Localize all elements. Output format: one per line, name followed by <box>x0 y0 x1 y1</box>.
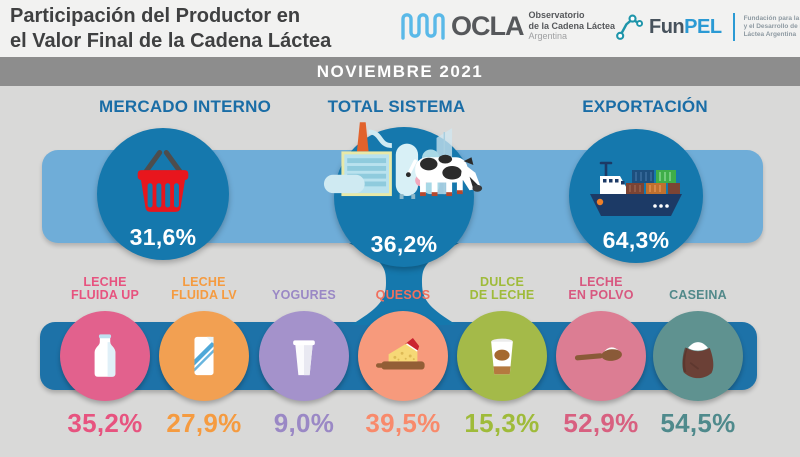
dulce-de-leche-value: 15,3% <box>464 408 540 438</box>
mercado-interno-value: 31,6% <box>129 224 197 250</box>
caseina-value: 54,5% <box>660 408 736 438</box>
funpel-network-icon <box>616 14 644 40</box>
page-title-line2: el Valor Final de la Cadena Láctea <box>10 30 332 52</box>
product-label-caseina: CASEINA <box>669 288 727 302</box>
milk-powder-spoon-icon <box>574 347 622 361</box>
dulce-de-leche-jar-icon <box>491 338 513 375</box>
quesos-circle <box>358 311 448 401</box>
caseina-circle <box>653 311 743 401</box>
funpel-logo: FunPEL Fundación para la Promoción y el … <box>614 12 800 42</box>
milk-bottle-icon <box>94 334 116 377</box>
mercado-interno-circle: 31,6% <box>97 128 229 260</box>
product-label-yogures: YOGURES <box>272 288 336 302</box>
product-label-dulce-de-leche: DULCE DE LECHE <box>469 275 535 302</box>
ocla-wordmark: OCLA <box>451 10 524 41</box>
ocla-desc-line2: de la Cadena Láctea <box>528 20 616 31</box>
product-label-leche-en-polvo: LECHE EN POLVO <box>568 275 634 302</box>
total-sistema-circle: 36,2% <box>323 122 483 267</box>
exportacion-circle: 64,3% <box>569 129 703 263</box>
ocla-logo: OCLA Observatorio de la Cadena Láctea Ar… <box>400 9 615 43</box>
funpel-tagline-line1: Fundación para la Promoción <box>743 15 800 22</box>
header-bar: Participación del Productor en el Valor … <box>0 0 800 57</box>
section-label-mercado-interno: MERCADO INTERNO <box>98 97 272 116</box>
page-title-line1: Participación del Productor en <box>10 5 301 27</box>
milk-sachet-icon <box>194 336 214 376</box>
ocla-desc-line3: Argentina <box>528 31 568 42</box>
dulce-de-leche-circle <box>457 311 547 401</box>
leche-en-polvo-circle <box>556 311 646 401</box>
ocla-desc-line1: Observatorio <box>528 10 585 21</box>
leche-fluida-up-value: 35,2% <box>67 408 143 438</box>
product-label-leche-fluida-lv: LECHE FLUIDA LV <box>171 275 237 302</box>
funpel-divider <box>732 13 735 41</box>
period-banner-label: NOVIEMBRE 2021 <box>316 61 484 81</box>
funpel-wordmark: FunPEL <box>649 16 722 39</box>
product-label-quesos: QUESOS <box>375 288 431 302</box>
leche-en-polvo-value: 52,9% <box>563 408 639 438</box>
ocla-wave-icon <box>401 13 445 40</box>
funpel-wordmark-pel: PEL <box>684 15 722 38</box>
quesos-value: 39,5% <box>365 408 441 438</box>
ocla-description: Observatorio de la Cadena Láctea Argenti… <box>529 10 616 42</box>
funpel-tagline-line2: y el Desarrollo de la Cadena <box>743 23 800 30</box>
total-sistema-funnel-stem <box>349 243 459 325</box>
cheese-board-icon <box>376 338 425 370</box>
funpel-tagline-line3: Láctea Argentina <box>743 31 797 38</box>
leche-fluida-lv-value: 27,9% <box>166 408 242 438</box>
funpel-tagline: Fundación para la Promoción y el Desarro… <box>744 15 800 39</box>
yogures-value: 9,0% <box>273 408 335 438</box>
casein-sack-icon <box>682 342 714 379</box>
shopping-basket-icon <box>137 149 189 212</box>
leche-fluida-up-circle <box>60 311 150 401</box>
exportacion-value: 64,3% <box>602 227 670 253</box>
factory-and-cow-icon <box>323 122 483 199</box>
yogures-circle <box>259 311 349 401</box>
yogurt-cup-icon <box>293 340 315 376</box>
product-label-leche-fluida-up: LECHE FLUIDA UP <box>71 275 139 302</box>
funpel-wordmark-fun: Fun <box>649 15 685 38</box>
page-title: Participación del Productor en el Valor … <box>10 4 331 54</box>
period-banner: NOVIEMBRE 2021 <box>0 57 800 86</box>
total-sistema-value: 36,2% <box>370 231 438 257</box>
leche-fluida-lv-circle <box>159 311 249 401</box>
section-label-total-sistema: TOTAL SISTEMA <box>327 97 466 116</box>
cargo-ship-icon <box>590 161 682 216</box>
section-label-exportacion: EXPORTACIÓN <box>582 97 708 116</box>
